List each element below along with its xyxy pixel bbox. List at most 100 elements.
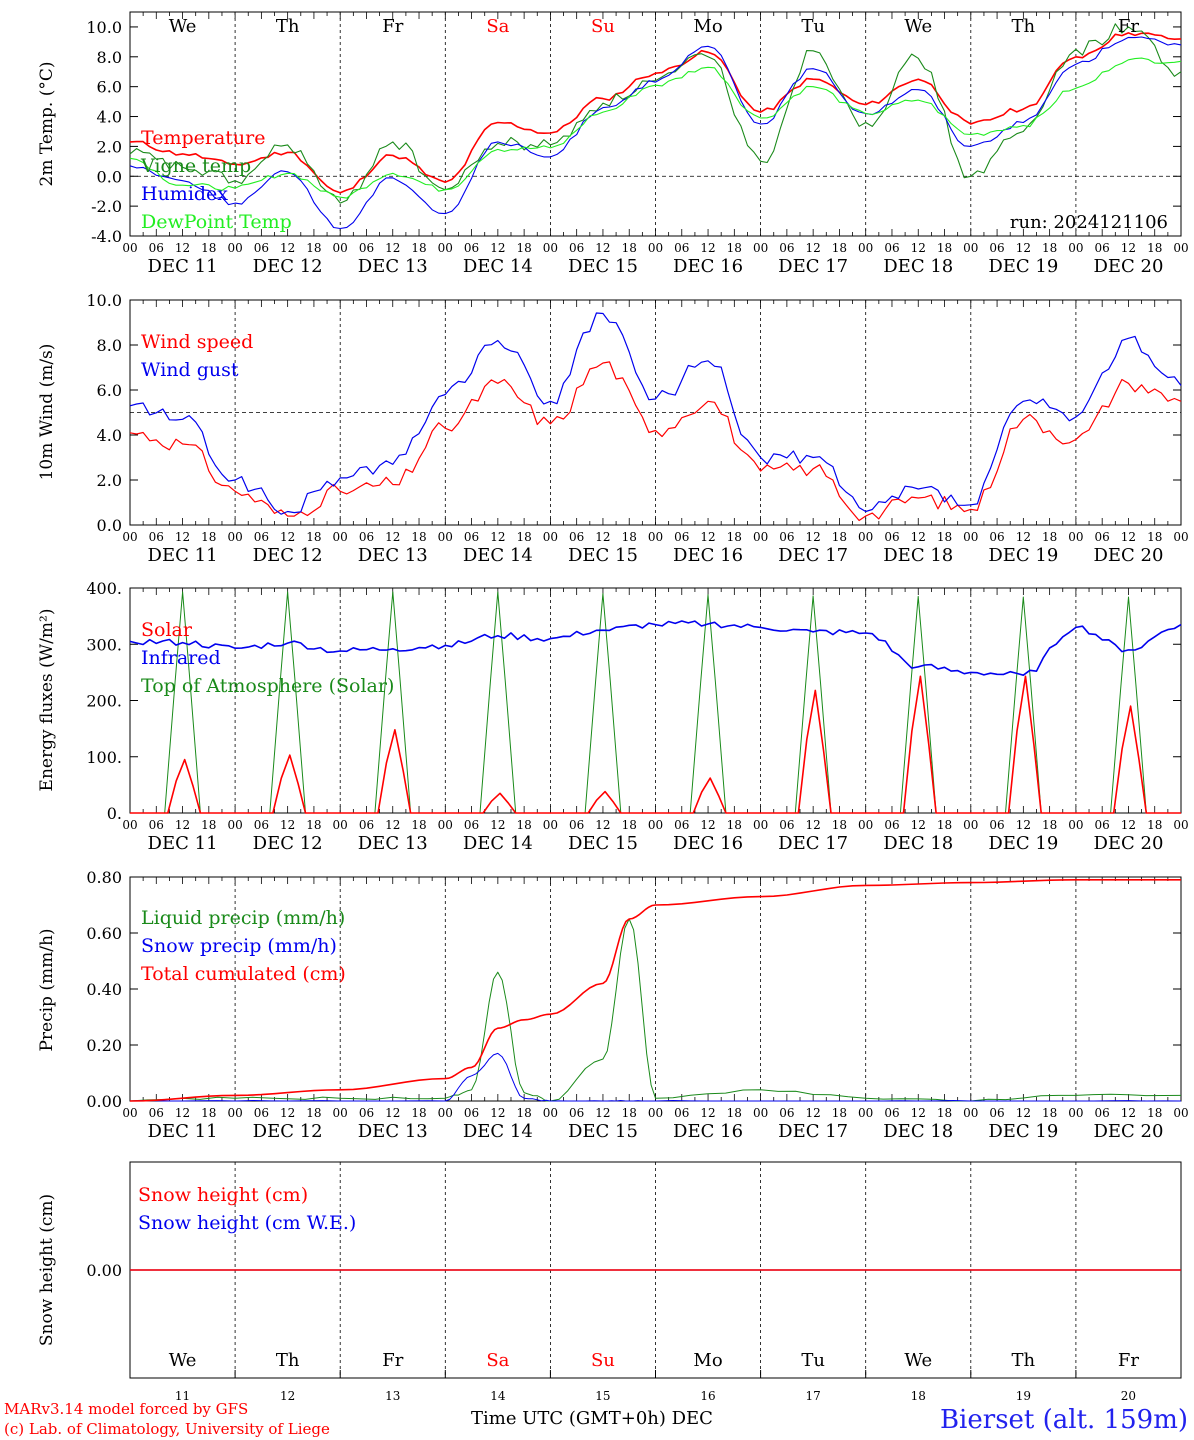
hour-tick-label: 06 (884, 1106, 899, 1120)
series-line-infrared (129, 620, 1182, 677)
date-label: DEC 12 (253, 1121, 323, 1142)
hour-tick-label: 06 (989, 818, 1004, 832)
day-number-label: 18 (911, 1389, 926, 1403)
hour-tick-label: 18 (727, 530, 742, 544)
y-tick-label: 0.00 (86, 1092, 122, 1111)
hour-tick-label: 18 (622, 530, 637, 544)
hour-tick-label: 18 (201, 530, 216, 544)
hour-tick-label: 18 (622, 241, 637, 255)
date-label: DEC 11 (148, 545, 218, 566)
hour-tick-label: 12 (1016, 1106, 1031, 1120)
hour-tick-label: 06 (359, 530, 374, 544)
hour-tick-label: 18 (937, 241, 952, 255)
hour-tick-label: 12 (385, 530, 400, 544)
hour-tick-label: 18 (1042, 241, 1057, 255)
hour-tick-label: 06 (989, 530, 1004, 544)
hour-tick-label: 18 (832, 530, 847, 544)
hour-tick-label: 18 (727, 1106, 742, 1120)
hour-tick-label: 00 (438, 241, 453, 255)
y-tick-label: 4.0 (97, 108, 122, 127)
series-line-total-cumulated (129, 878, 1181, 1102)
y-tick-label: 0.0 (97, 516, 122, 535)
hour-tick-label: 18 (832, 241, 847, 255)
hour-tick-label: 00 (963, 818, 978, 832)
y-tick-label: 0.60 (86, 924, 122, 943)
hour-tick-label: 00 (1068, 530, 1083, 544)
hour-tick-label: 06 (359, 818, 374, 832)
date-label: DEC 11 (148, 256, 218, 277)
hour-tick-label: 12 (595, 818, 610, 832)
hour-tick-label: 00 (122, 1106, 137, 1120)
hour-tick-label: 18 (622, 818, 637, 832)
y-axis-label: Snow height (cm) (37, 1194, 57, 1346)
hour-tick-label: 00 (543, 1106, 558, 1120)
hour-tick-label: 12 (911, 818, 926, 832)
hour-tick-label: 12 (806, 530, 821, 544)
hour-tick-label: 06 (779, 530, 794, 544)
hour-tick-label: 12 (595, 530, 610, 544)
y-tick-label: 0.0 (97, 167, 122, 186)
date-label: DEC 12 (253, 833, 323, 854)
panel-5-frame: 0.00 Snow height (cm) Snow height (cm) Snow… (37, 1161, 1182, 1403)
panel-4-frame: 0.00 0.20 0.40 0.60 0.80 Precip (mm/h) Liquid … (37, 868, 1189, 1142)
hour-tick-label: 06 (1095, 1106, 1110, 1120)
hour-tick-label: 12 (1016, 530, 1031, 544)
date-label: DEC 17 (778, 1121, 848, 1142)
hour-tick-label: 18 (1042, 818, 1057, 832)
hour-tick-label: 18 (1042, 530, 1057, 544)
date-label: DEC 17 (778, 833, 848, 854)
hour-tick-label: 00 (122, 241, 137, 255)
hour-tick-label: 00 (648, 530, 663, 544)
hour-tick-label: 06 (254, 1106, 269, 1120)
hour-tick-label: 00 (333, 530, 348, 544)
hour-tick-label: 00 (963, 530, 978, 544)
hour-tick-label: 00 (543, 818, 558, 832)
hour-tick-label: 00 (648, 818, 663, 832)
hour-tick-label: 00 (1068, 818, 1083, 832)
legend-wind-speed: Wind speed (141, 331, 253, 353)
hour-tick-label: 18 (832, 818, 847, 832)
hour-tick-label: 00 (227, 818, 242, 832)
date-label: DEC 13 (358, 833, 428, 854)
day-number-label: 12 (280, 1389, 295, 1403)
hour-tick-label: 12 (700, 1106, 715, 1120)
day-number-label: 15 (595, 1389, 610, 1403)
weekday-label: Su (591, 1350, 615, 1371)
hour-tick-label: 06 (569, 530, 584, 544)
y-tick-label: 4.0 (97, 426, 122, 445)
hour-tick-label: 00 (963, 241, 978, 255)
weekday-label: We (169, 16, 197, 37)
date-label: DEC 18 (883, 833, 953, 854)
hour-tick-label: 18 (411, 1106, 426, 1120)
y-axis-label: 2m Temp. (°C) (37, 61, 57, 186)
hour-tick-label: 00 (858, 530, 873, 544)
hour-tick-label: 18 (832, 1106, 847, 1120)
y-tick-label: 6.0 (97, 78, 122, 97)
hour-tick-label: 00 (333, 1106, 348, 1120)
hour-tick-label: 18 (516, 818, 531, 832)
hour-tick-label: 06 (149, 818, 164, 832)
hour-tick-label: 00 (438, 818, 453, 832)
weekday-label: Su (591, 16, 615, 37)
day-number-label: 19 (1016, 1389, 1031, 1403)
hour-tick-label: 18 (306, 1106, 321, 1120)
day-number-label: 17 (806, 1389, 821, 1403)
weekday-label: Fr (1118, 1350, 1139, 1371)
hour-tick-label: 00 (858, 1106, 873, 1120)
hour-tick-label: 12 (280, 530, 295, 544)
y-tick-label: 2.0 (97, 471, 122, 490)
hour-tick-label: 06 (569, 241, 584, 255)
y-tick-label: 300. (86, 635, 122, 654)
weekday-label: Th (276, 1350, 300, 1371)
y-tick-label: 0. (107, 804, 122, 823)
hour-tick-label: 18 (411, 818, 426, 832)
hour-tick-label: 18 (201, 1106, 216, 1120)
hour-tick-label: 00 (858, 241, 873, 255)
weekday-label: Mo (693, 16, 722, 37)
hour-tick-label: 12 (1121, 530, 1136, 544)
hour-tick-label: 00 (333, 818, 348, 832)
hour-tick-label: 00 (438, 530, 453, 544)
hour-tick-label: 06 (254, 818, 269, 832)
weekday-label: Th (276, 16, 300, 37)
date-label: DEC 12 (253, 256, 323, 277)
